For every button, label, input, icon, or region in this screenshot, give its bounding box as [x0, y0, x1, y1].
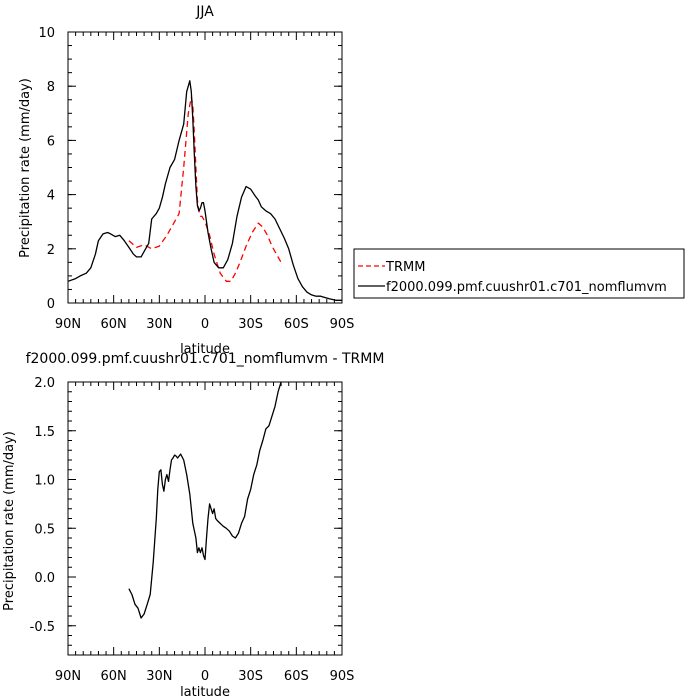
bottom-x-axis-label: latitude	[180, 685, 230, 700]
legend-label-trmm: TRMM	[385, 260, 425, 275]
series-line-0-0	[128, 96, 282, 282]
y-tick-label: 4	[47, 189, 55, 204]
x-tick-label: 30N	[146, 669, 172, 684]
plot-frame	[67, 381, 343, 656]
y-tick-label: -0.5	[30, 620, 55, 635]
series-line-0-1	[67, 80, 342, 301]
series-line-1-0	[128, 381, 282, 619]
bottom-y-axis-label: Precipitation rate (mm/day)	[2, 431, 17, 611]
legend: TRMM f2000.099.pmf.cuushr01.c701_nomflum…	[353, 248, 685, 299]
x-tick-label: 30N	[146, 317, 172, 332]
x-tick-label: 60N	[101, 317, 127, 332]
y-tick-label: 10	[38, 26, 55, 41]
y-tick-label: 0.0	[34, 571, 55, 586]
legend-box	[353, 248, 685, 299]
x-tick-label: 90N	[55, 317, 81, 332]
x-tick-label: 60S	[284, 317, 309, 332]
x-tick-label: 90S	[330, 669, 355, 684]
y-tick-label: 1.0	[34, 474, 55, 489]
x-tick-label: 30S	[238, 317, 263, 332]
bottom-chart-title: f2000.099.pmf.cuushr01.c701_nomflumvm - …	[26, 351, 385, 367]
top-y-axis-label: Precipitation rate (mm/day)	[18, 78, 33, 258]
y-tick-label: 2	[47, 243, 55, 258]
x-tick-label: 90N	[55, 669, 81, 684]
x-tick-label: 0	[201, 669, 209, 684]
x-tick-label: 60S	[284, 669, 309, 684]
x-tick-label: 60N	[101, 669, 127, 684]
top-panel-jja: JJA Precipitation rate (mm/day) latitude…	[18, 4, 354, 357]
bottom-panel-difference: f2000.099.pmf.cuushr01.c701_nomflumvm - …	[2, 351, 384, 700]
top-chart-title: JJA	[195, 4, 214, 20]
plot-frame	[67, 31, 343, 304]
y-tick-label: 0.5	[34, 522, 55, 537]
y-tick-label: 0	[47, 297, 55, 312]
y-tick-label: 8	[47, 80, 55, 95]
x-tick-label: 0	[201, 317, 209, 332]
top-x-axis-label: latitude	[180, 342, 230, 357]
y-tick-label: 6	[47, 134, 55, 149]
y-tick-label: 2.0	[34, 376, 55, 391]
x-tick-label: 30S	[238, 669, 263, 684]
x-tick-label: 90S	[330, 317, 355, 332]
legend-label-model: f2000.099.pmf.cuushr01.c701_nomflumvm	[386, 280, 667, 295]
y-tick-label: 1.5	[34, 425, 55, 440]
